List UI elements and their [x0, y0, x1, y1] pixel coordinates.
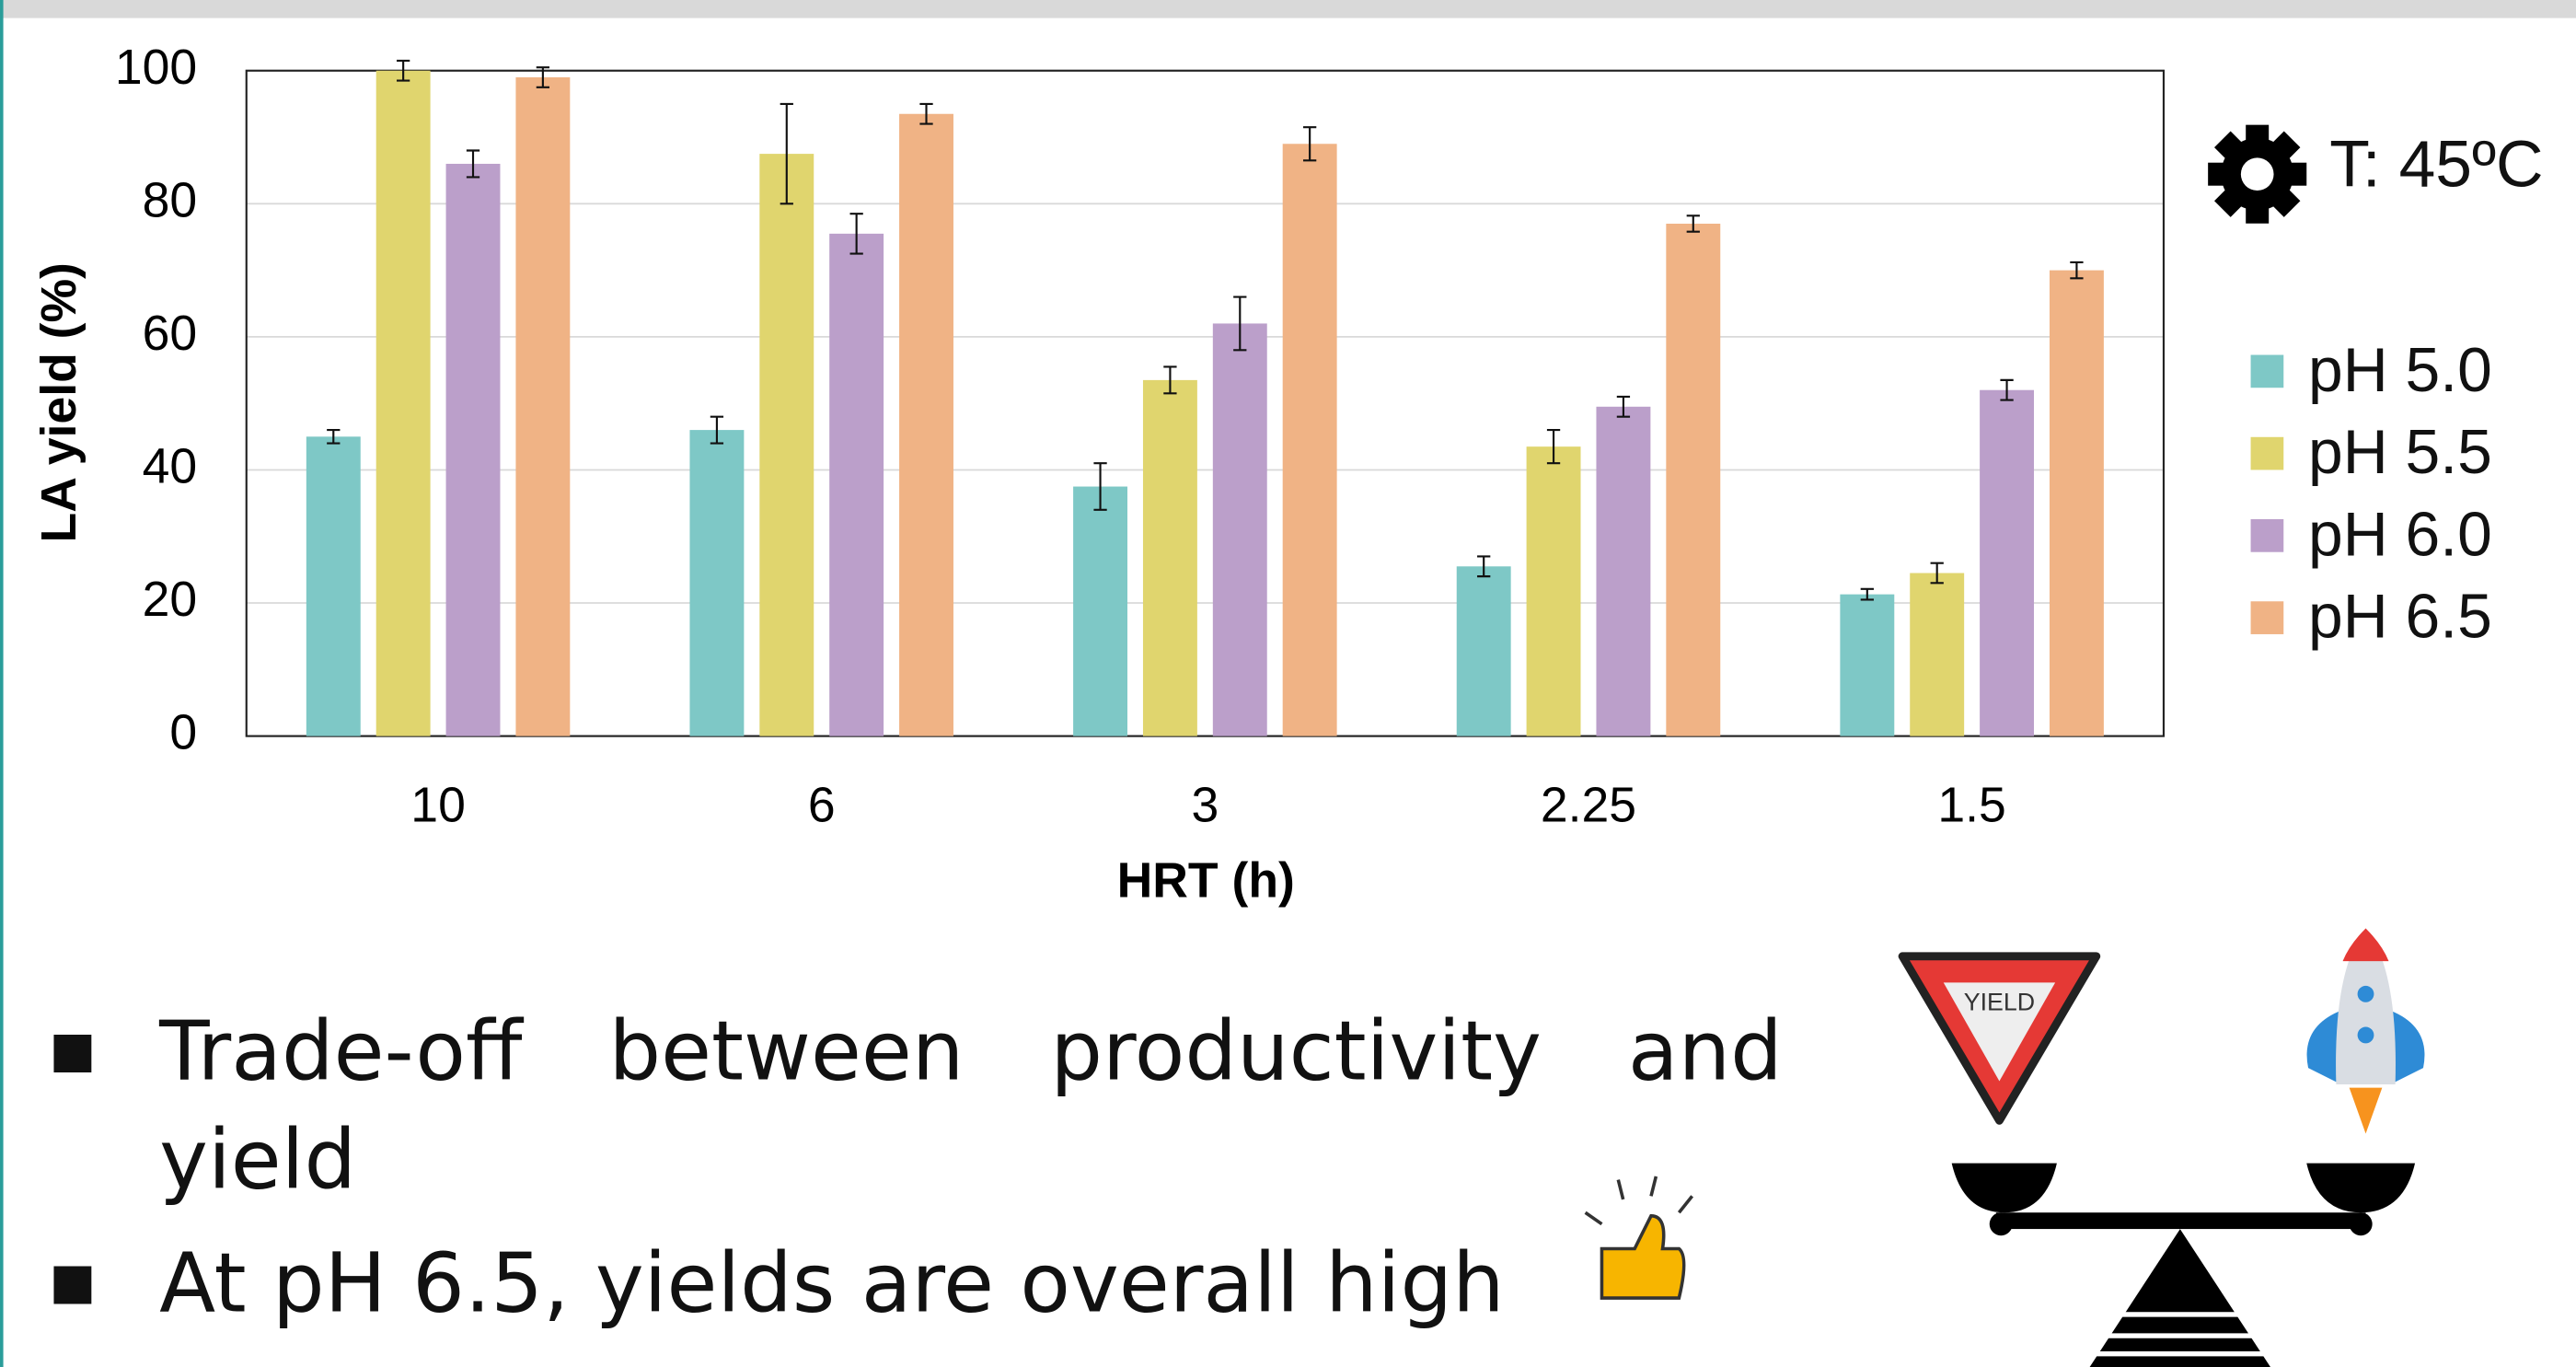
bullet-text: At pH 6.5, yields are overall high [159, 1235, 1505, 1331]
left-border [0, 0, 4, 1367]
y-axis-label: LA yield (%) [32, 262, 87, 542]
rocket-icon [2306, 928, 2425, 1134]
legend-label: pH 5.5 [2308, 418, 2492, 487]
error-bar [397, 59, 410, 82]
error-bar [536, 66, 550, 88]
bar [829, 233, 884, 736]
bar [1073, 486, 1128, 736]
legend-label: pH 6.5 [2308, 583, 2492, 652]
bar [1456, 566, 1511, 736]
error-bar [2070, 261, 2084, 280]
error-bar [1860, 587, 1874, 601]
legend-label: pH 5.0 [2308, 336, 2492, 405]
x-tick-label: 2.25 [1541, 778, 1636, 832]
yield-sign-icon: YIELD [1898, 952, 2101, 1125]
bar [515, 76, 571, 736]
error-bar [2000, 378, 2014, 401]
bar [899, 113, 953, 736]
error-bar [849, 213, 863, 255]
error-bar [1163, 365, 1177, 395]
y-tick-label: 40 [143, 440, 198, 494]
error-bar [1303, 126, 1317, 162]
y-tick-label: 80 [143, 173, 198, 227]
bar [1142, 379, 1197, 736]
error-bar [919, 102, 933, 125]
bar [445, 163, 501, 736]
error-bar [710, 415, 724, 445]
bar [689, 430, 745, 736]
bar [2049, 270, 2104, 736]
error-bar [466, 149, 480, 179]
error-bar [1233, 295, 1247, 352]
bullet: ■ Trade-off between productivity and yiel… [50, 997, 1783, 1214]
error-bar [1546, 429, 1561, 465]
balance-icon [1951, 1163, 2416, 1367]
legend-swatch [2250, 436, 2284, 470]
bar [306, 436, 361, 736]
y-tick-label: 0 [169, 706, 197, 760]
bar [759, 154, 814, 736]
thumbs-up-icon [1584, 1176, 1694, 1300]
x-tick-label: 1.5 [1937, 778, 2005, 832]
plot-frame [245, 69, 2166, 737]
error-bar [1477, 555, 1491, 578]
bar [1282, 144, 1337, 736]
error-bar [1616, 395, 1631, 418]
legend-label: pH 6.0 [2308, 500, 2492, 569]
bar [1596, 406, 1651, 736]
bar [1212, 323, 1267, 736]
error-bar [1686, 214, 1700, 233]
bar [1980, 389, 2035, 736]
top-bar [0, 0, 2576, 18]
y-tick-label: 20 [143, 573, 198, 627]
x-axis-label: HRT (h) [1117, 853, 1295, 908]
legend-swatch [2250, 354, 2284, 388]
bar [375, 70, 431, 736]
legend-swatch [2250, 519, 2284, 552]
error-bar [780, 102, 793, 205]
x-tick-label: 10 [410, 778, 466, 832]
bar [1666, 224, 1721, 736]
bullet-marker: ■ [49, 1253, 97, 1312]
annotation: T: 45ºC [2329, 128, 2543, 202]
bullet: ■ At pH 6.5, yields are overall high [50, 1229, 1783, 1338]
yield-sign-text: YIELD [1964, 989, 2035, 1016]
error-bar [327, 429, 341, 445]
error-bar [1930, 562, 1944, 585]
bullet-marker: ■ [49, 1022, 97, 1080]
bar [1910, 573, 1965, 736]
gear-icon [2208, 124, 2307, 224]
bar [1526, 446, 1581, 736]
error-bar [1093, 462, 1107, 511]
x-tick-label: 3 [1191, 778, 1219, 832]
y-tick-label: 100 [115, 41, 197, 95]
bar [1840, 594, 1895, 736]
x-tick-label: 6 [808, 778, 836, 832]
y-tick-label: 60 [143, 307, 198, 361]
bullet-text: Trade-off between productivity and yield [159, 1003, 1783, 1208]
legend-swatch [2250, 601, 2284, 634]
